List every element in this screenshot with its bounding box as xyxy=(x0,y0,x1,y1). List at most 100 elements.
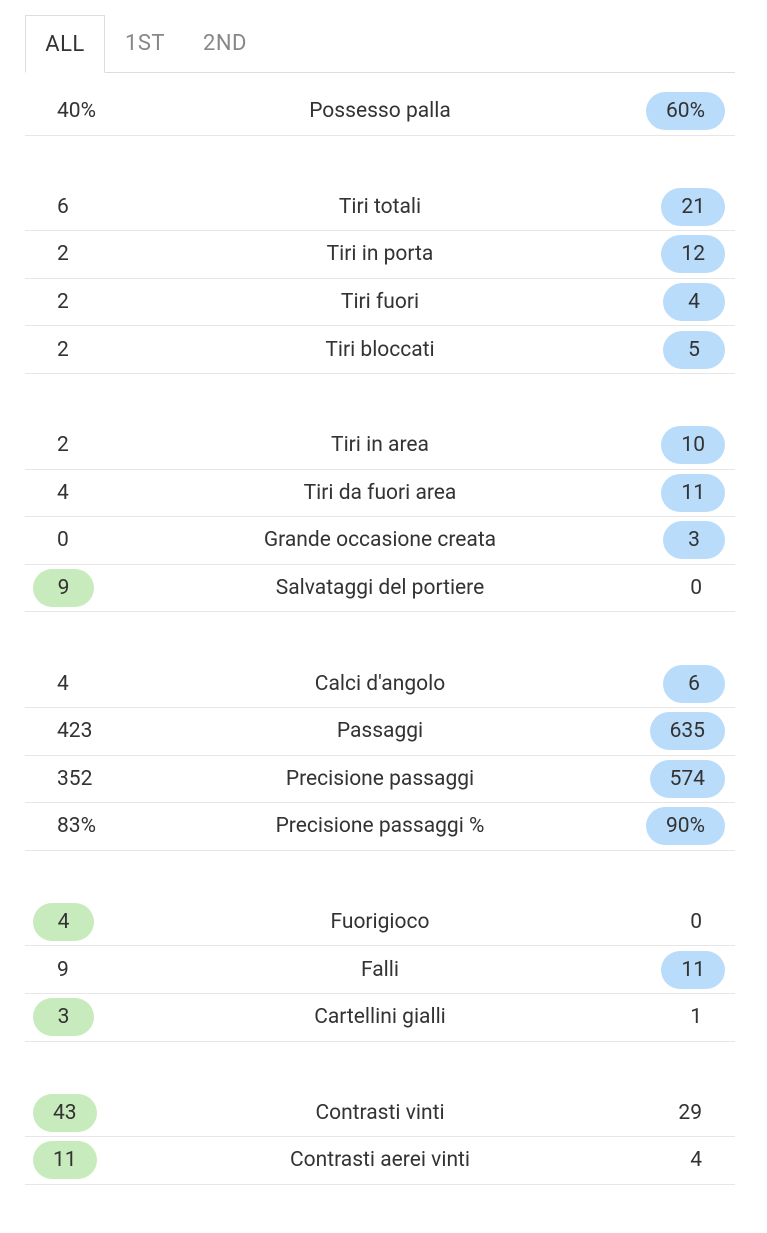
home-value: 4 xyxy=(57,480,69,505)
home-value: 40% xyxy=(57,99,96,124)
stat-row: 6 Tiri totali 21 xyxy=(25,184,735,232)
away-value: 29 xyxy=(678,1100,702,1125)
home-value: 2 xyxy=(57,242,69,267)
home-cell: 423 xyxy=(33,708,116,755)
stat-group: 4 Fuorigioco 0 9 Falli 11 3 Cartellini gialli 1 xyxy=(25,899,735,1042)
home-cell: 6 xyxy=(33,184,93,231)
away-cell: 3 xyxy=(663,517,725,564)
home-cell: 9 xyxy=(33,565,94,612)
away-cell: 0 xyxy=(667,899,725,946)
away-cell: 4 xyxy=(663,279,725,326)
home-value: 3 xyxy=(33,998,94,1037)
away-value: 635 xyxy=(649,712,725,751)
away-value: 11 xyxy=(661,473,725,512)
stat-row: 2 Tiri bloccati 5 xyxy=(25,326,735,374)
stat-group: 43 Contrasti vinti 29 11 Contrasti aerei vin… xyxy=(25,1090,735,1185)
away-cell: 5 xyxy=(663,326,725,373)
home-cell: 40% xyxy=(33,88,120,135)
home-cell: 4 xyxy=(33,660,93,707)
away-value: 11 xyxy=(661,950,725,989)
stat-label: Tiri da fuori area xyxy=(303,480,457,505)
stat-label: Precisione passaggi % xyxy=(275,814,485,839)
stat-row: 0 Grande occasione creata 3 xyxy=(25,517,735,565)
home-cell: 4 xyxy=(33,470,93,517)
stat-label: Tiri totali xyxy=(338,194,422,219)
tab[interactable]: 2ND xyxy=(203,31,247,56)
away-value: 5 xyxy=(663,330,725,369)
away-cell: 12 xyxy=(661,231,725,278)
away-value: 574 xyxy=(649,759,725,798)
home-cell: 4 xyxy=(33,899,94,946)
away-value: 10 xyxy=(661,426,725,465)
stat-list: 40% Possesso palla 60% 6 Tiri totali 21 2 Tiri … xyxy=(25,73,735,1185)
stat-row: 11 Contrasti aerei vinti 4 xyxy=(25,1137,735,1185)
home-cell: 2 xyxy=(33,231,93,278)
stat-row: 9 Salvataggi del portiere 0 xyxy=(25,565,735,613)
home-value: 4 xyxy=(33,903,94,942)
stat-label: Fuorigioco xyxy=(330,910,430,935)
stat-row: 43 Contrasti vinti 29 xyxy=(25,1090,735,1138)
away-value: 6 xyxy=(663,664,725,703)
stat-label: Possesso palla xyxy=(309,99,451,124)
tab[interactable]: 1ST xyxy=(124,31,166,56)
stat-label: Passaggi xyxy=(336,719,424,744)
away-value: 21 xyxy=(661,187,725,226)
stat-row: 4 Tiri da fuori area 11 xyxy=(25,470,735,518)
stat-row: 2 Tiri in area 10 xyxy=(25,422,735,470)
stat-group: 4 Calci d'angolo 6 423 Passaggi 635 352 Precisi… xyxy=(25,660,735,851)
tab[interactable]: ALL xyxy=(25,15,105,73)
home-value: 83% xyxy=(57,814,96,839)
stat-group: 2 Tiri in area 10 4 Tiri da fuori area 11 0 Gra… xyxy=(25,422,735,613)
stat-label: Cartellini gialli xyxy=(314,1005,446,1030)
away-value: 0 xyxy=(690,576,702,601)
away-cell: 29 xyxy=(655,1090,725,1137)
away-value: 3 xyxy=(663,521,725,560)
tab-bar: ALL 1ST 2ND xyxy=(25,15,735,73)
away-cell: 11 xyxy=(661,946,725,993)
home-value: 0 xyxy=(57,528,69,553)
home-value: 2 xyxy=(57,290,69,315)
away-cell: 11 xyxy=(661,470,725,517)
stat-row: 83% Precisione passaggi % 90% xyxy=(25,803,735,851)
stat-label: Calci d'angolo xyxy=(314,671,446,696)
away-value: 90% xyxy=(646,807,725,846)
home-value: 11 xyxy=(33,1141,97,1180)
stat-group: 6 Tiri totali 21 2 Tiri in porta 12 2 Tiri fuor… xyxy=(25,184,735,374)
away-value: 4 xyxy=(690,1148,702,1173)
home-value: 43 xyxy=(33,1093,97,1132)
home-value: 4 xyxy=(57,671,69,696)
stat-label: Contrasti aerei vinti xyxy=(289,1148,471,1173)
away-cell: 635 xyxy=(649,708,725,755)
stat-label: Tiri in porta xyxy=(326,242,434,267)
stat-row: 9 Falli 11 xyxy=(25,946,735,994)
away-value: 1 xyxy=(690,1005,702,1030)
home-value: 9 xyxy=(57,957,69,982)
home-cell: 352 xyxy=(33,756,116,803)
home-value: 6 xyxy=(57,194,69,219)
home-cell: 3 xyxy=(33,994,94,1041)
page: ALL 1ST 2ND 40% Possesso palla 60% 6 Tiri tota… xyxy=(25,15,735,1185)
home-cell: 0 xyxy=(33,517,93,564)
stat-row: 4 Calci d'angolo 6 xyxy=(25,660,735,708)
home-value: 423 xyxy=(57,719,93,744)
stat-label: Precisione passaggi xyxy=(285,766,475,791)
away-cell: 21 xyxy=(661,184,725,231)
stat-row: 2 Tiri in porta 12 xyxy=(25,231,735,279)
home-cell: 2 xyxy=(33,279,93,326)
away-value: 0 xyxy=(690,910,702,935)
away-cell: 90% xyxy=(646,803,725,850)
home-value: 2 xyxy=(57,337,69,362)
away-value: 12 xyxy=(661,235,725,274)
stat-row: 352 Precisione passaggi 574 xyxy=(25,756,735,804)
home-cell: 2 xyxy=(33,326,93,373)
stat-label: Tiri in area xyxy=(331,433,429,458)
away-cell: 60% xyxy=(646,88,725,135)
home-cell: 11 xyxy=(33,1137,97,1184)
home-cell: 83% xyxy=(33,803,120,850)
away-cell: 0 xyxy=(667,565,725,612)
away-cell: 1 xyxy=(667,994,725,1041)
stat-label: Contrasti vinti xyxy=(315,1100,445,1125)
stat-label: Salvataggi del portiere xyxy=(275,576,485,601)
stat-row: 423 Passaggi 635 xyxy=(25,708,735,756)
away-cell: 4 xyxy=(667,1137,725,1184)
